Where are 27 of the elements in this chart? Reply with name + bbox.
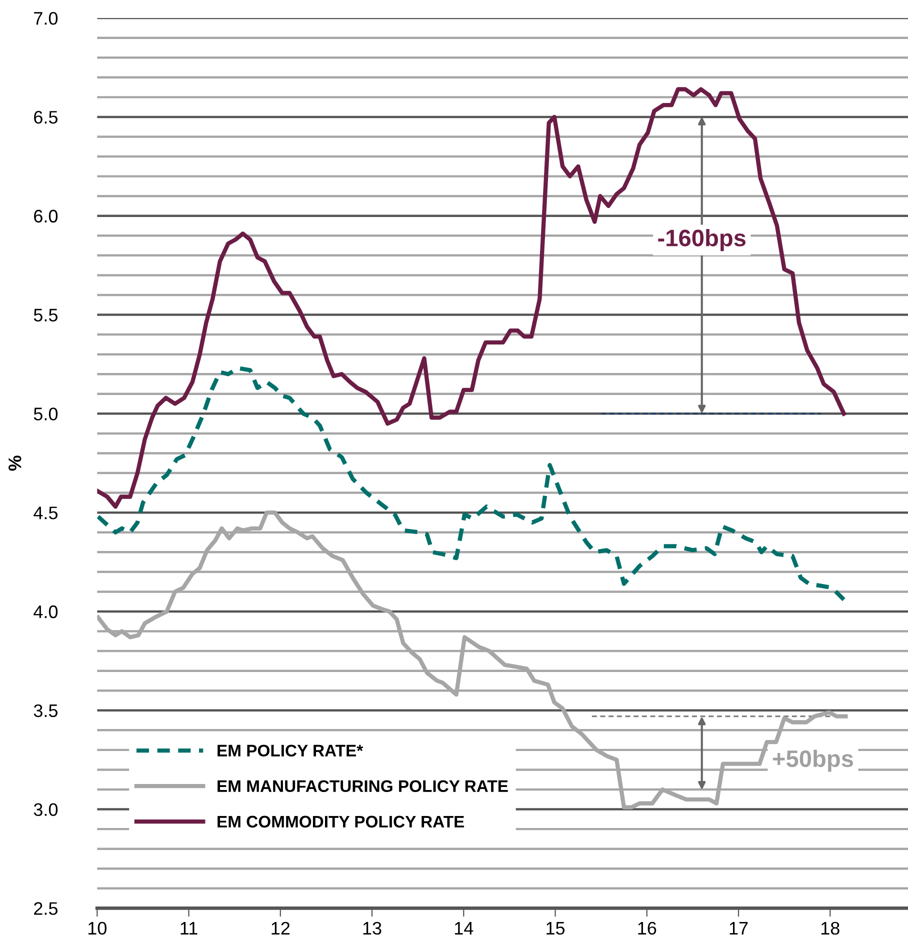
y-tick-label: 3.0 (34, 803, 58, 816)
y-tick-label: 5.0 (34, 408, 58, 420)
x-tick-label: 11 (180, 922, 198, 934)
x-tick-label: 13 (363, 922, 382, 935)
y-tick-label: 2.5 (34, 902, 58, 915)
y-axis-title: % (8, 456, 22, 471)
x-tick-label: 15 (546, 922, 565, 935)
legend-label: EM POLICY RATE* (218, 744, 364, 757)
line-series (97, 366, 846, 602)
x-tick-label: 16 (638, 922, 656, 935)
y-tick-label: 7.0 (34, 12, 58, 25)
annotation: +50bps (772, 750, 854, 772)
x-tick-label: 14 (454, 922, 474, 934)
y-tick-label: 6.5 (34, 110, 58, 124)
x-tick-label: 17 (730, 922, 748, 934)
legend-label: EM MANUFACTURING POLICY RATE (218, 780, 508, 792)
legend-label: EM COMMODITY POLICY RATE (218, 816, 464, 828)
y-tick-label: 5.5 (34, 308, 58, 322)
y-tick-label: 4.0 (34, 605, 58, 618)
y-tick-label: 3.5 (34, 704, 58, 718)
annotation: -160bps (658, 229, 746, 252)
y-tick-label: 4.5 (34, 506, 58, 520)
y-tick-label: 6.0 (34, 210, 58, 223)
x-tick-label: 18 (821, 922, 840, 935)
x-tick-label: 10 (88, 922, 106, 935)
line-series (97, 87, 846, 509)
x-tick-label: 12 (272, 922, 290, 934)
